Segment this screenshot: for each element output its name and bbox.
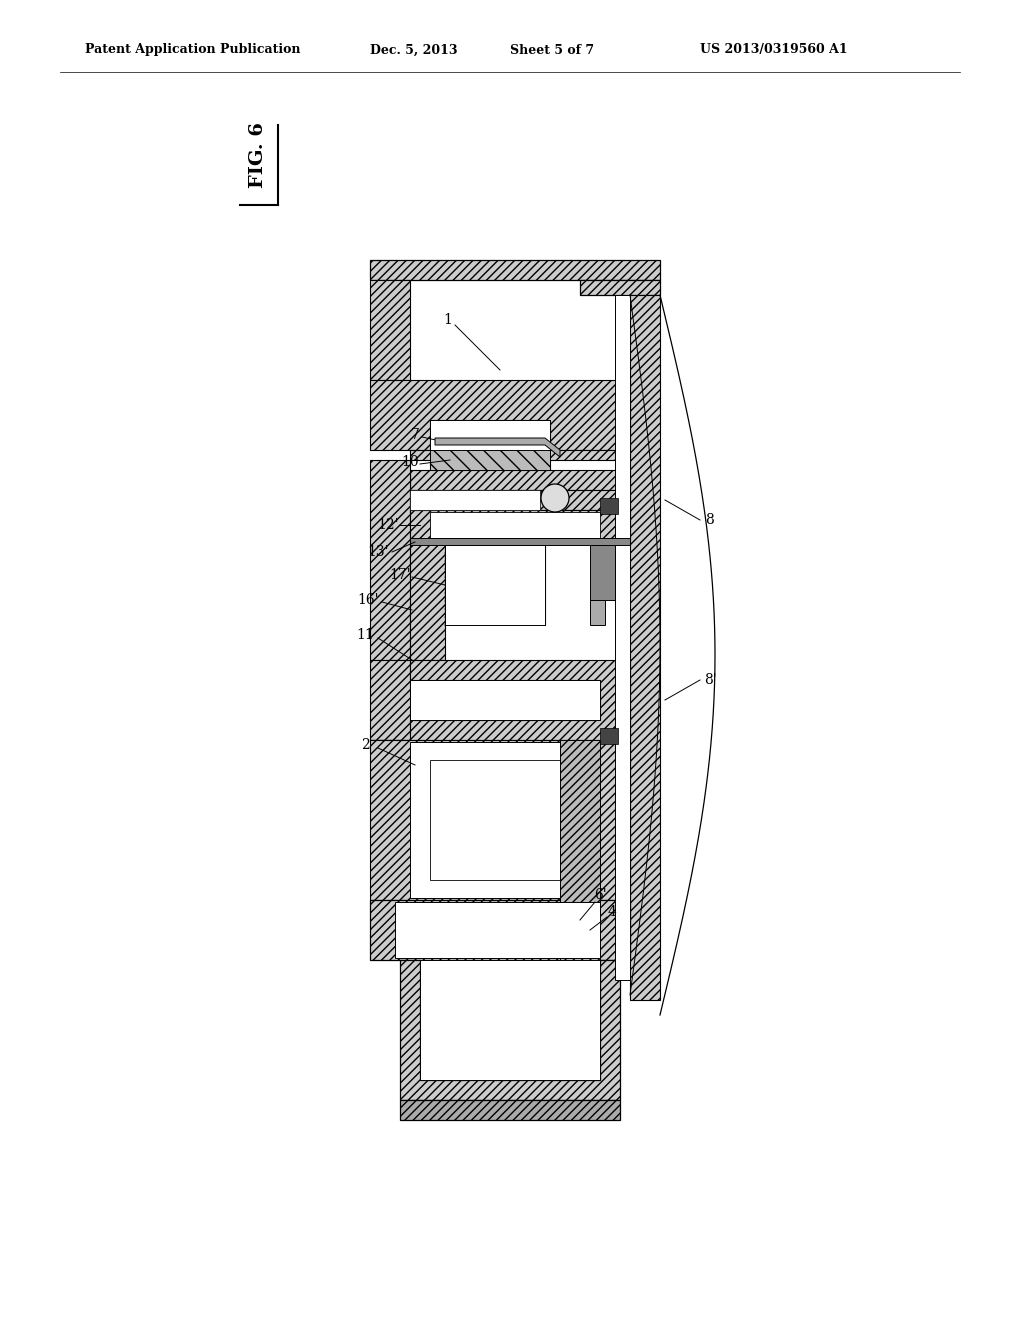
Bar [445, 545, 545, 624]
Polygon shape [615, 294, 630, 979]
Polygon shape [370, 660, 410, 741]
Polygon shape [410, 540, 445, 660]
Polygon shape [410, 490, 540, 510]
Bar [590, 545, 615, 601]
Text: US 2013/0319560 A1: US 2013/0319560 A1 [700, 44, 848, 57]
Polygon shape [430, 512, 600, 539]
Polygon shape [370, 380, 630, 450]
Polygon shape [430, 420, 550, 459]
Text: 7: 7 [411, 428, 420, 442]
Polygon shape [580, 280, 660, 294]
Bar [590, 601, 605, 624]
Text: 4: 4 [607, 906, 616, 919]
Polygon shape [410, 420, 630, 470]
Polygon shape [430, 760, 600, 880]
Polygon shape [430, 450, 550, 470]
Polygon shape [370, 900, 630, 960]
Polygon shape [410, 539, 630, 545]
Polygon shape [630, 294, 660, 1001]
Bar [600, 729, 618, 744]
Polygon shape [370, 459, 410, 660]
Polygon shape [560, 741, 600, 1001]
Text: 11: 11 [356, 628, 374, 642]
Polygon shape [435, 438, 560, 457]
Polygon shape [410, 742, 600, 898]
Polygon shape [410, 490, 630, 510]
Text: FIG. 6: FIG. 6 [249, 121, 267, 187]
Polygon shape [370, 741, 630, 900]
Text: 8: 8 [706, 513, 715, 527]
Text: 2: 2 [360, 738, 370, 752]
Polygon shape [410, 470, 630, 490]
Text: 8': 8' [703, 673, 717, 686]
Text: Sheet 5 of 7: Sheet 5 of 7 [510, 44, 594, 57]
Polygon shape [420, 960, 600, 1080]
Polygon shape [410, 510, 630, 540]
Polygon shape [400, 960, 620, 1100]
Text: 1: 1 [443, 313, 453, 327]
Text: 16': 16' [357, 593, 379, 607]
Bar [600, 498, 618, 513]
Text: 10: 10 [401, 455, 419, 469]
Text: Dec. 5, 2013: Dec. 5, 2013 [370, 44, 458, 57]
Polygon shape [395, 902, 600, 958]
Text: 13': 13' [368, 545, 389, 558]
Circle shape [541, 484, 569, 512]
Text: Patent Application Publication: Patent Application Publication [85, 44, 300, 57]
Text: 17': 17' [389, 568, 411, 582]
Polygon shape [400, 1100, 620, 1119]
Polygon shape [370, 260, 660, 280]
Polygon shape [410, 680, 600, 719]
Text: 6': 6' [594, 888, 606, 902]
Polygon shape [370, 660, 630, 741]
Polygon shape [370, 280, 410, 380]
Text: 12': 12' [377, 517, 398, 532]
